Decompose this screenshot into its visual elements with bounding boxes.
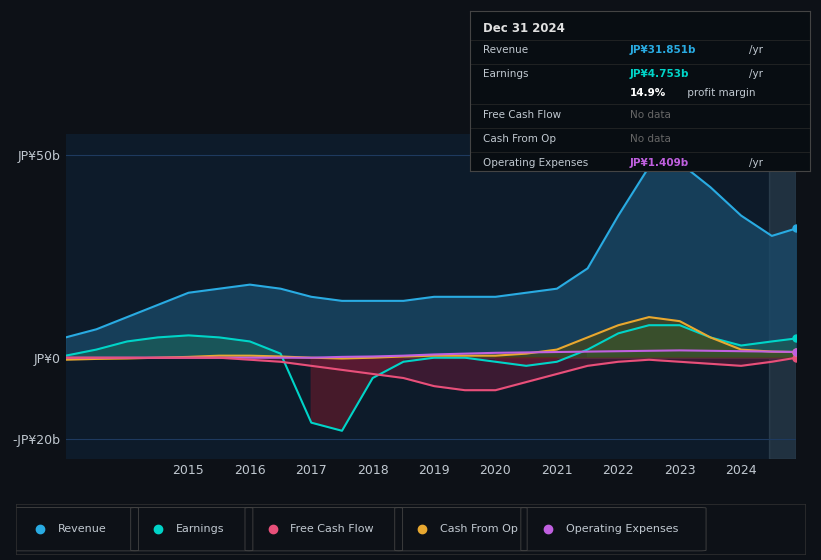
Text: /yr: /yr	[749, 69, 763, 78]
Text: Operating Expenses: Operating Expenses	[566, 524, 678, 534]
Text: profit margin: profit margin	[684, 88, 756, 98]
Text: /yr: /yr	[749, 45, 763, 55]
Text: JP¥31.851b: JP¥31.851b	[630, 45, 696, 55]
Text: Free Cash Flow: Free Cash Flow	[484, 110, 562, 120]
Text: No data: No data	[630, 134, 671, 144]
Text: Revenue: Revenue	[484, 45, 529, 55]
Bar	[768, 134, 796, 459]
Text: JP¥4.753b: JP¥4.753b	[630, 69, 690, 78]
Text: Cash From Op: Cash From Op	[440, 524, 517, 534]
Text: Free Cash Flow: Free Cash Flow	[290, 524, 374, 534]
Text: 14.9%: 14.9%	[630, 88, 666, 98]
Text: Cash From Op: Cash From Op	[484, 134, 557, 144]
Text: Dec 31 2024: Dec 31 2024	[484, 22, 565, 35]
Text: /yr: /yr	[749, 158, 763, 168]
Text: No data: No data	[630, 110, 671, 120]
Text: Operating Expenses: Operating Expenses	[484, 158, 589, 168]
Text: Earnings: Earnings	[484, 69, 529, 78]
Text: Revenue: Revenue	[57, 524, 106, 534]
Text: JP¥1.409b: JP¥1.409b	[630, 158, 689, 168]
Text: Earnings: Earnings	[176, 524, 224, 534]
